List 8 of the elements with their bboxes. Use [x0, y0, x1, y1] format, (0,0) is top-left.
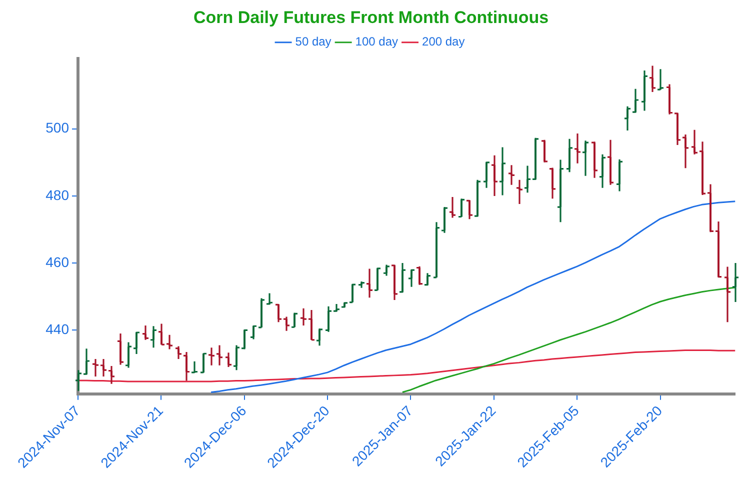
y-tick-label: 440 — [46, 321, 70, 338]
y-tick-label: 460 — [46, 254, 70, 270]
chart-title: Corn Daily Futures Front Month Continuous — [193, 8, 549, 27]
legend-label: 100 day — [355, 34, 398, 49]
y-tick-label: 500 — [46, 120, 70, 136]
y-tick-label: 480 — [46, 186, 70, 203]
legend-label: 200 day — [422, 34, 465, 49]
legend-label: 50 day — [295, 34, 332, 49]
